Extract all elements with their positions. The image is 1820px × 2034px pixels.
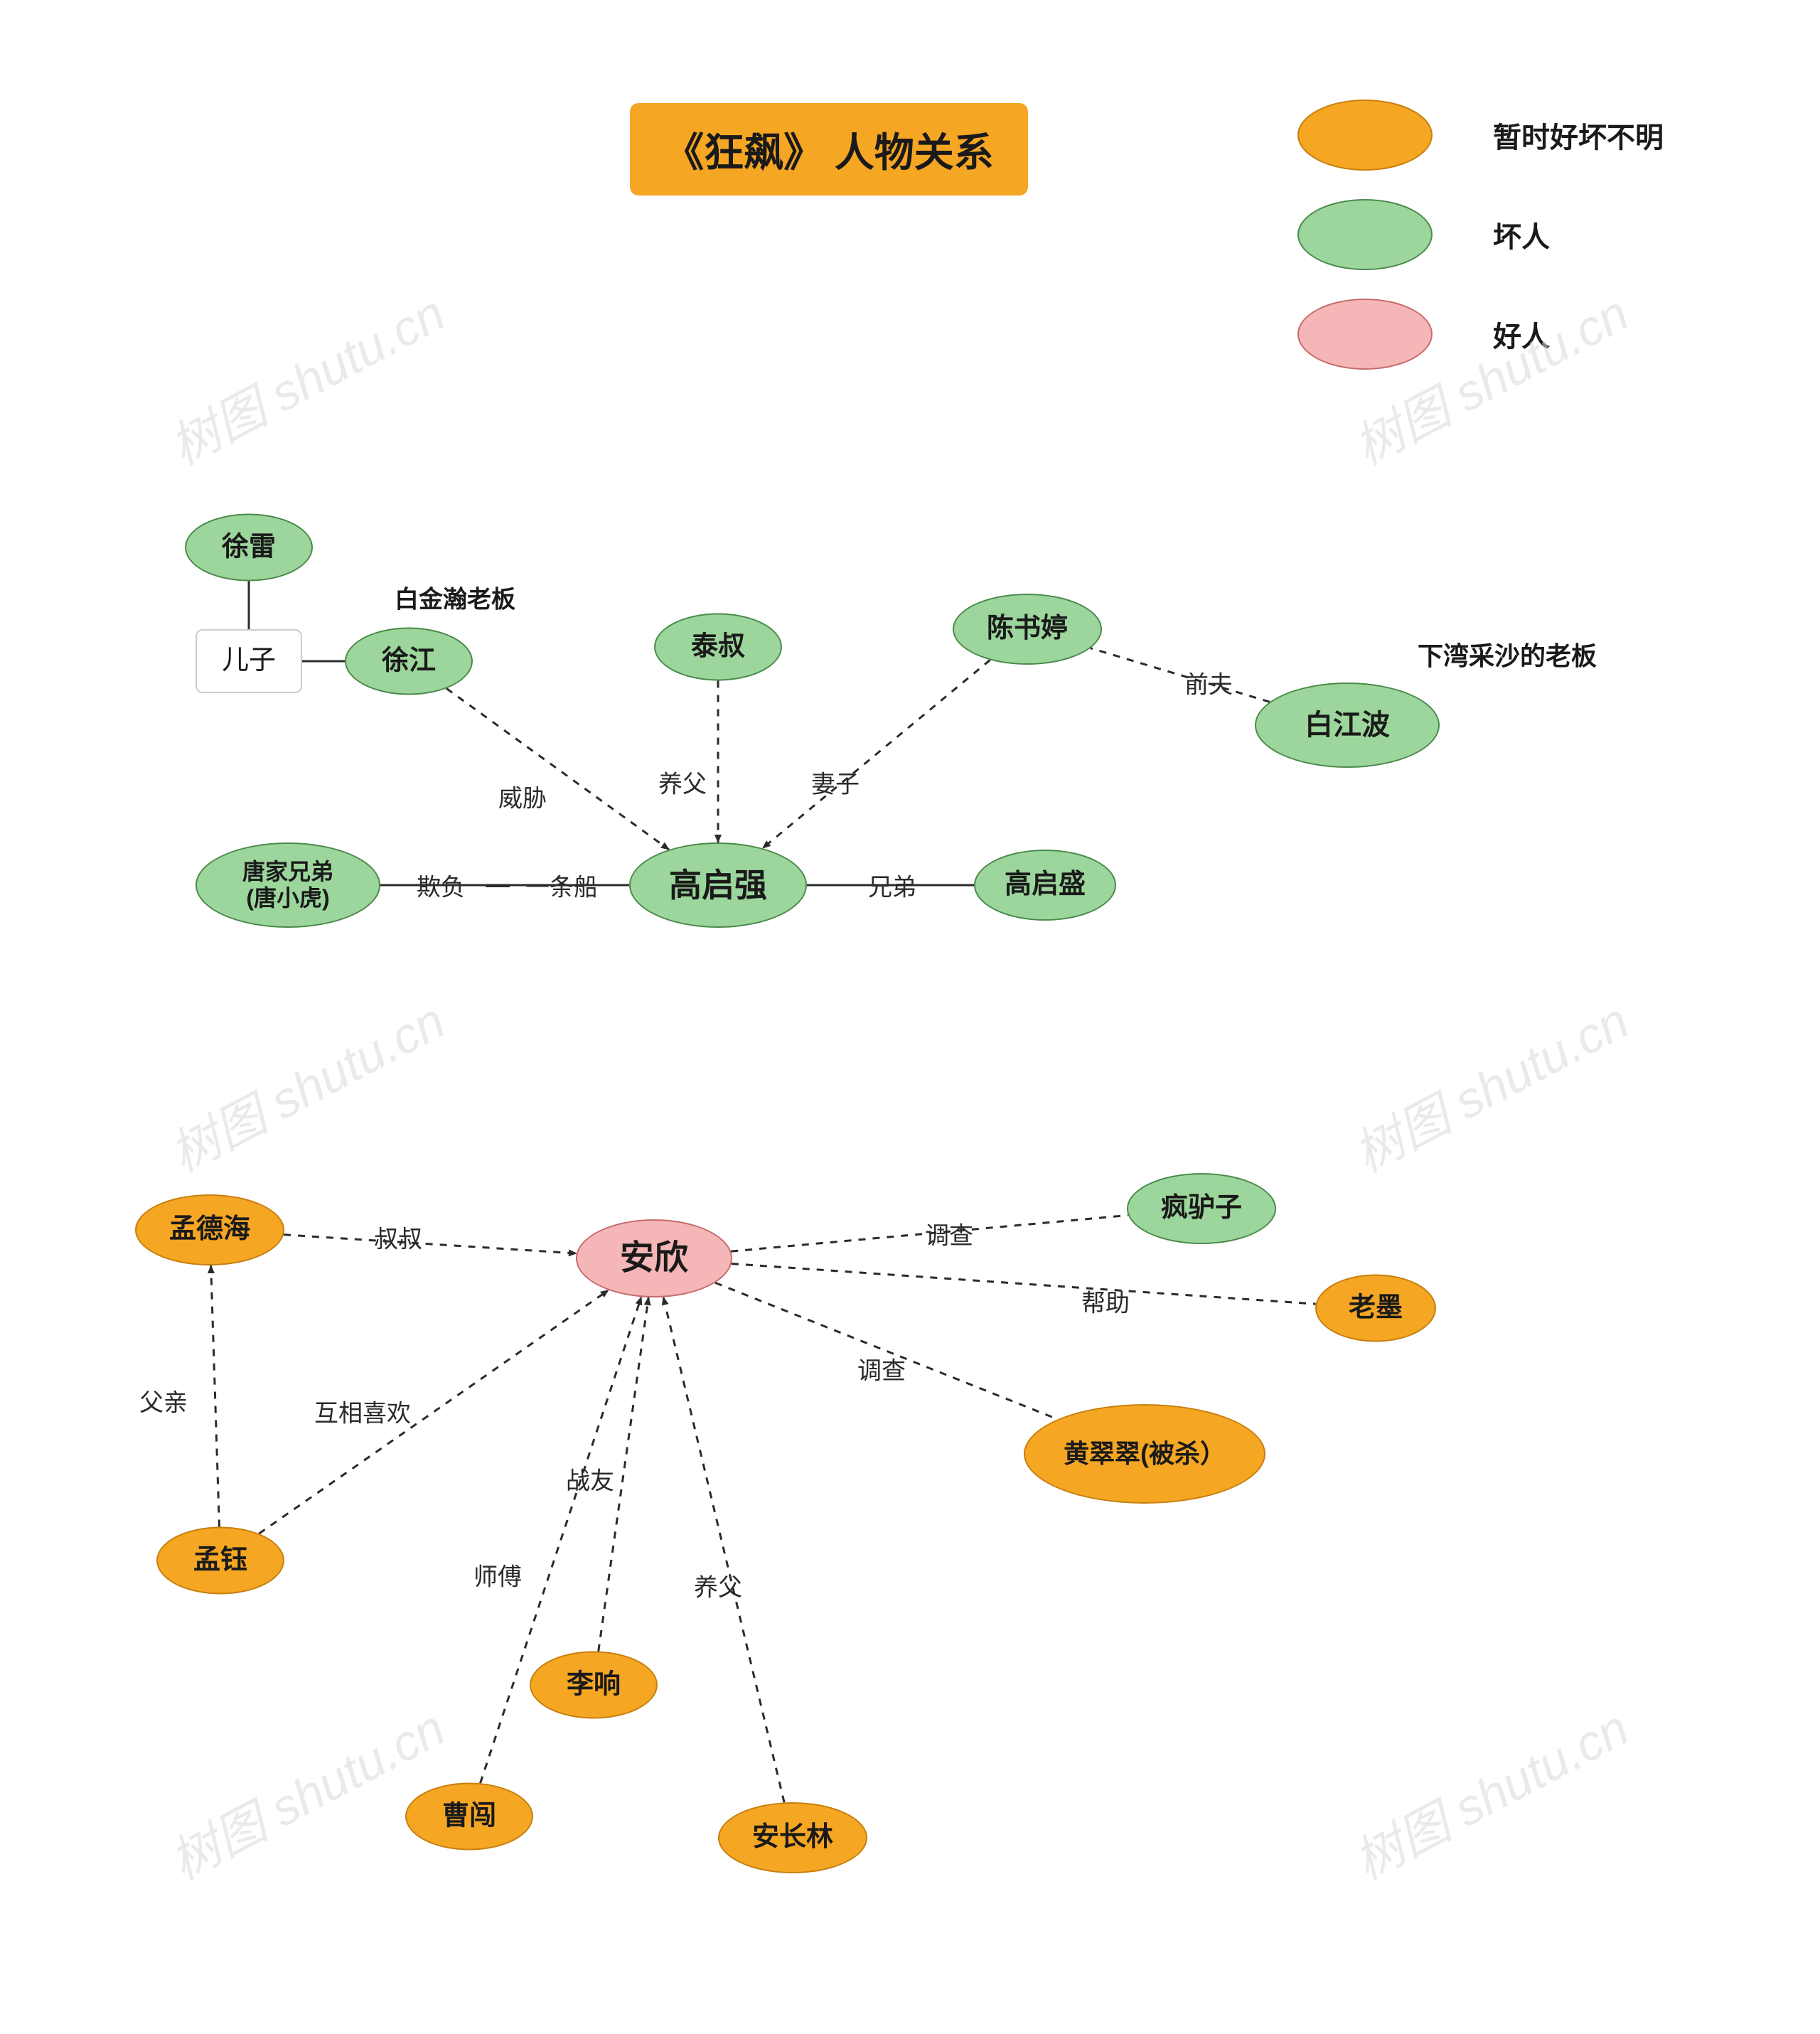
node-taishu: 泰叔	[654, 614, 782, 681]
edge-label: 前夫	[1184, 665, 1233, 700]
watermark: 树图 shutu.cn	[1339, 1689, 1639, 1894]
diagram-title: 《狂飙》 人物关系	[630, 103, 1028, 196]
edge-label: 师傅	[473, 1558, 522, 1593]
legend-label: 坏人	[1493, 214, 1550, 255]
node-gaoqisheng: 高启盛	[974, 850, 1116, 921]
edge-midlabel: 欺负	[417, 868, 465, 903]
edge-label: 兄弟	[868, 868, 916, 903]
node-xujiang: 徐江	[345, 628, 473, 695]
edge-label: 威胁	[498, 779, 547, 814]
edge-label: 调查	[857, 1351, 906, 1386]
edge-anxin-laomo	[732, 1264, 1316, 1305]
watermark: 树图 shutu.cn	[156, 274, 456, 479]
legend-label: 好人	[1493, 314, 1550, 355]
node-laomo: 老墨	[1315, 1275, 1436, 1342]
edge-mengyu-anxin	[259, 1290, 609, 1533]
edge-label: 战友	[566, 1462, 614, 1497]
node-mengdehai: 孟德海	[135, 1194, 284, 1265]
legend-swatch	[1297, 299, 1433, 370]
annotation-label: 白金瀚老板	[395, 580, 515, 615]
legend-swatch	[1297, 199, 1433, 270]
edge-label: 父亲	[139, 1383, 188, 1418]
annotation-label: 下湾采沙的老板	[1418, 636, 1597, 673]
edge-label: 妻子	[811, 765, 860, 800]
edge-mengyu-mengdehai	[211, 1265, 220, 1527]
node-fenglvzi: 疯驴子	[1127, 1173, 1276, 1244]
edge-label: 互相喜欢	[314, 1394, 411, 1429]
edge-xujiang-gaoqiqiang	[446, 688, 669, 850]
node-erzi: 儿子	[196, 629, 302, 693]
node-lixiang: 李响	[530, 1652, 658, 1719]
edges-layer	[0, 0, 1820, 2034]
legend-label: 暂时好坏不明	[1493, 114, 1664, 156]
watermark: 树图 shutu.cn	[156, 982, 456, 1187]
edge-label: 帮助	[1081, 1284, 1130, 1319]
node-anchanglin: 安长林	[718, 1802, 867, 1873]
edge-label: 叔叔	[374, 1220, 422, 1255]
legend-swatch	[1297, 100, 1433, 171]
edge-midlabel: 一条船	[525, 868, 598, 903]
watermark: 树图 shutu.cn	[156, 1689, 456, 1894]
node-chenshuting: 陈书婷	[953, 594, 1102, 665]
node-huangcc: 黄翠翠(被杀）	[1024, 1404, 1265, 1504]
edge-anchanglin-anxin	[663, 1297, 784, 1803]
node-caokun: 曹闯	[405, 1783, 533, 1851]
node-anxin: 安欣	[576, 1219, 732, 1297]
edge-label: 养父	[658, 765, 707, 800]
node-baijiangbo: 白江波	[1255, 683, 1440, 768]
edge-chenshuting-gaoqiqiang	[763, 660, 990, 848]
node-xulei: 徐雷	[185, 514, 313, 582]
edge-label: 调查	[925, 1216, 973, 1251]
node-mengyu: 孟钰	[156, 1527, 284, 1595]
edge-baijiangbo-chenshuting	[1091, 648, 1270, 702]
watermark: 树图 shutu.cn	[1339, 982, 1639, 1187]
edge-midlabel: —	[486, 872, 510, 899]
node-gaoqiqiang: 高启强	[629, 842, 807, 928]
edge-label: 养父	[694, 1568, 742, 1603]
edge-mengdehai-anxin	[284, 1235, 577, 1253]
node-tangxd: 唐家兄弟 (唐小虎)	[196, 842, 380, 928]
diagram-canvas: 《狂飙》 人物关系 暂时好坏不明坏人好人徐雷儿子徐江 泰叔 陈书婷白江波唐家兄弟 (唐…	[0, 0, 1820, 2034]
